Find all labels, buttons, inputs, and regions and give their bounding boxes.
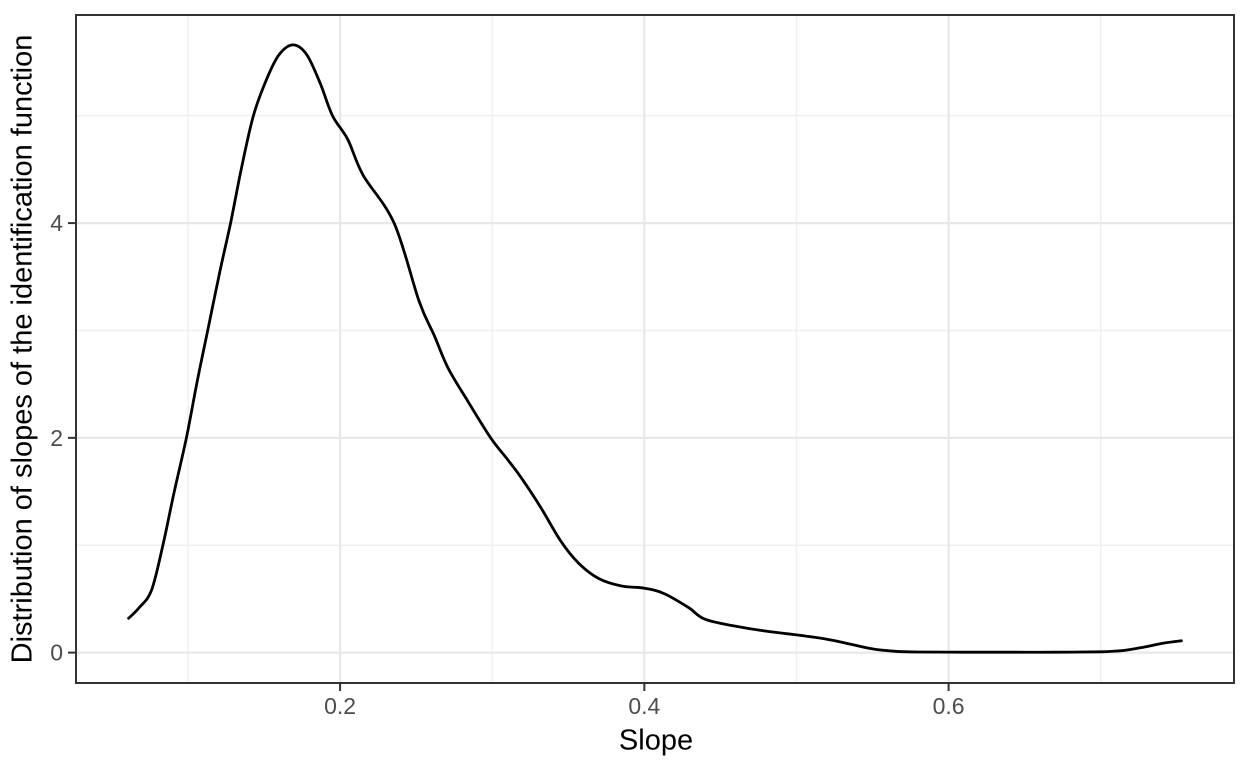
- y-tick-label: 0: [50, 640, 63, 666]
- x-axis-title: Slope: [618, 724, 694, 757]
- plot-panel: [76, 15, 1234, 683]
- x-tick-label: 0.2: [324, 693, 356, 719]
- density-curve: [127, 43, 1183, 654]
- y-tick-label: 4: [50, 210, 63, 236]
- panel-border: [75, 14, 1235, 684]
- y-tick-label: 2: [50, 425, 63, 451]
- x-tick-label: 0.4: [628, 693, 660, 719]
- x-tick-label: 0.6: [933, 693, 965, 719]
- y-axis-title: Distribution of slopes of the identifica…: [6, 34, 39, 664]
